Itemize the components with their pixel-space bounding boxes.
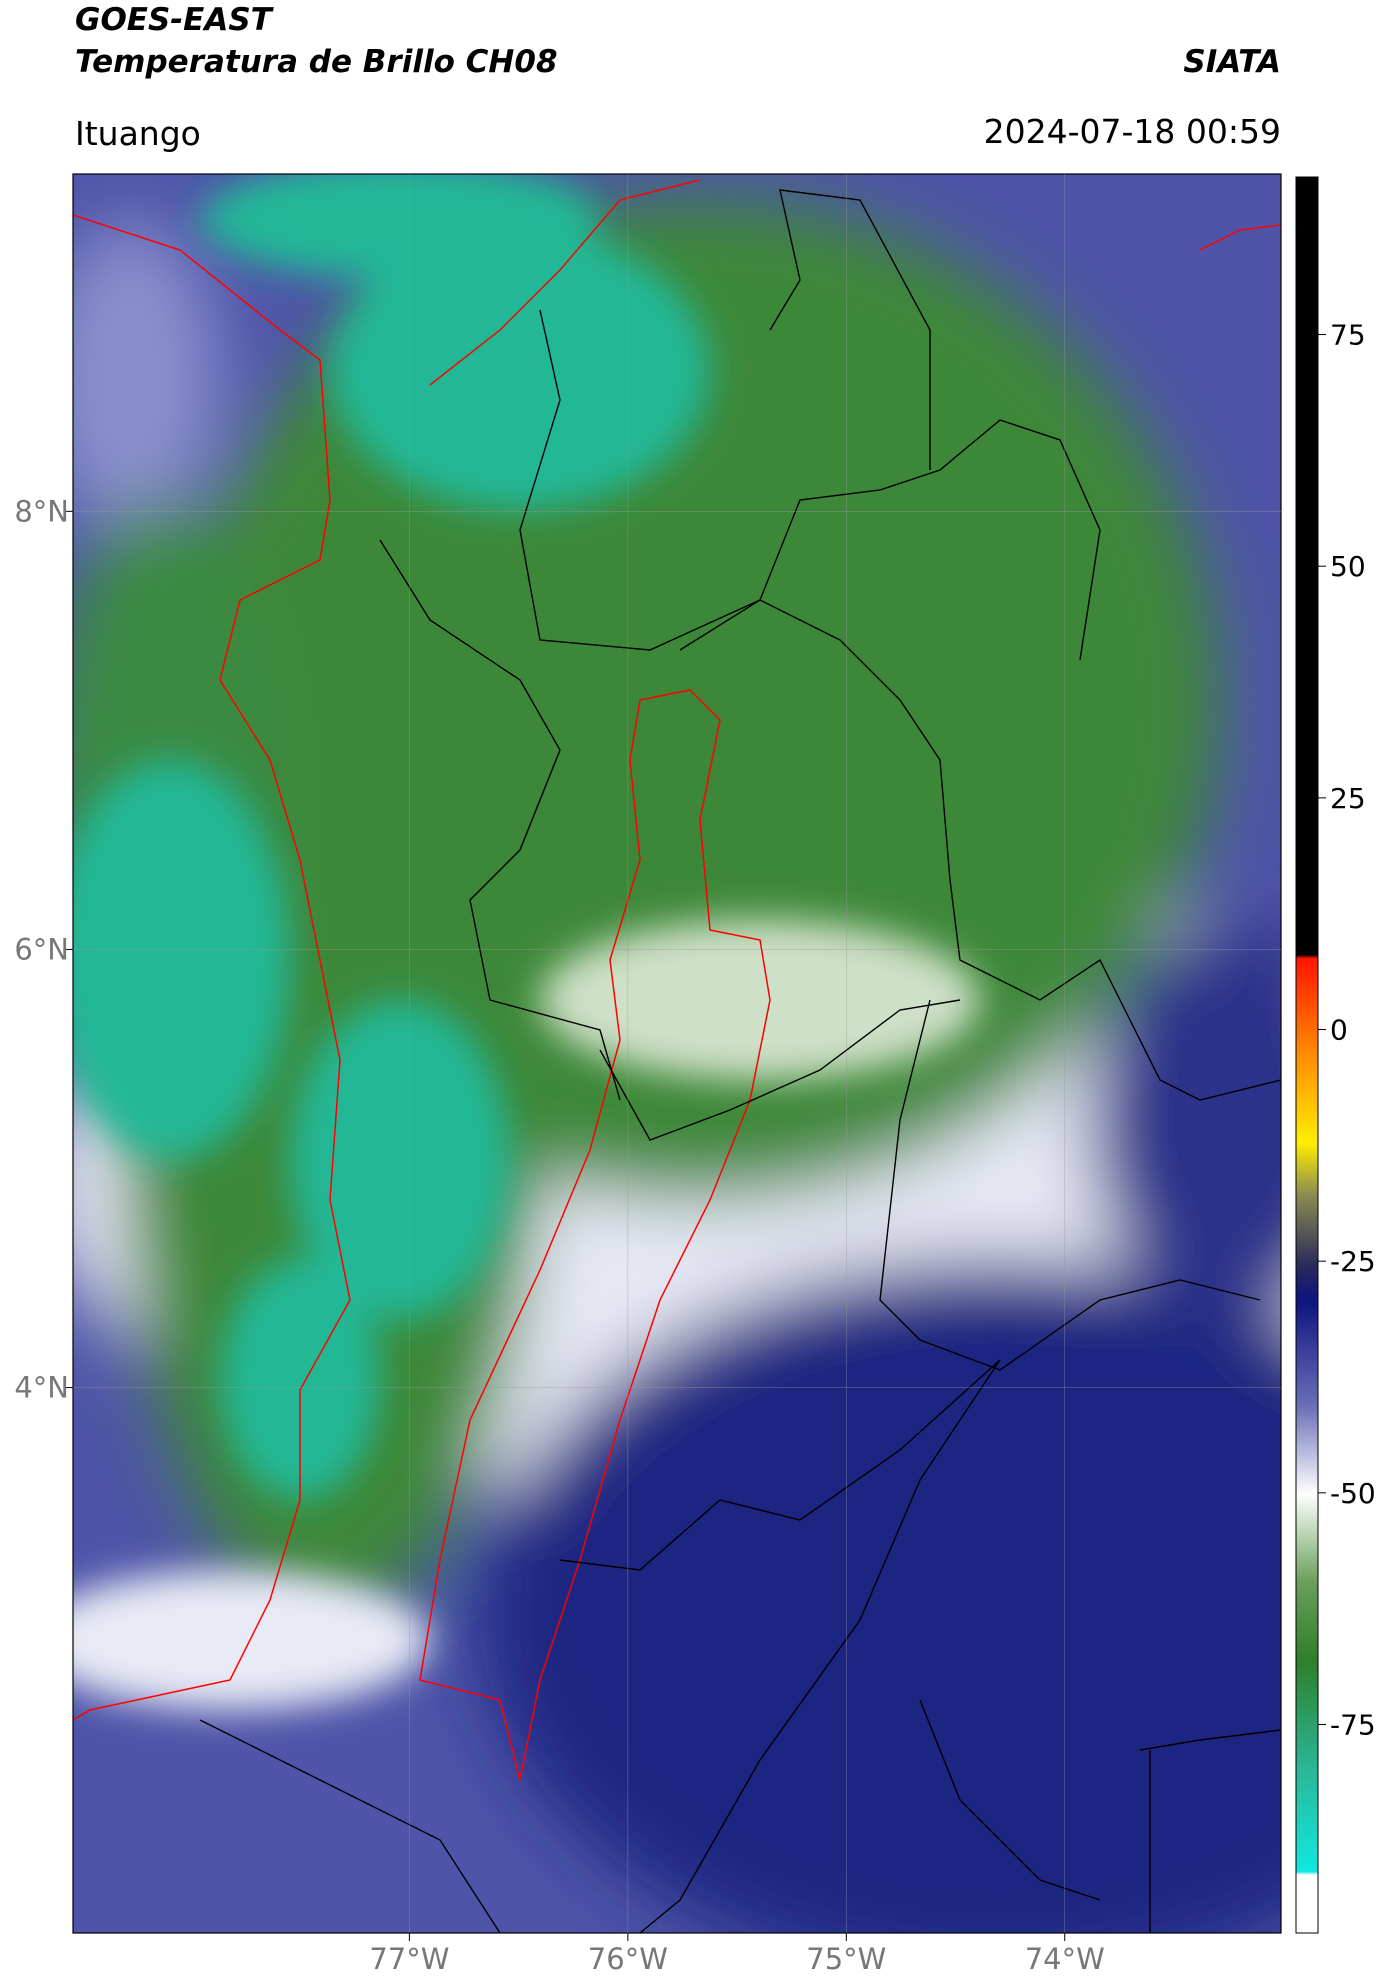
colorbar-tick-label: 0 (1330, 1014, 1348, 1047)
x-tick-label: 77°W (369, 1942, 449, 1976)
y-tick-label: 6°N (14, 932, 69, 966)
x-tick-label: 74°W (1025, 1942, 1105, 1976)
subtitle: Temperatura de Brillo CH08 (75, 44, 558, 80)
colorbar-tick-label: -25 (1330, 1245, 1376, 1278)
colorbar-tick-label: -50 (1330, 1477, 1376, 1510)
colorbar (1295, 176, 1319, 1934)
title: GOES-EAST (75, 2, 272, 38)
x-tick-label: 76°W (588, 1942, 668, 1976)
map-frame (72, 173, 1282, 1934)
brand: SIATA (1183, 44, 1281, 80)
colorbar-tick-label: 25 (1330, 782, 1366, 815)
colorbar-tick-label: 50 (1330, 550, 1366, 583)
satellite-image (73, 174, 1281, 1933)
datetime: 2024-07-18 00:59 (983, 112, 1281, 151)
colorbar-tick-label: 75 (1330, 319, 1366, 352)
y-tick-label: 4°N (14, 1371, 69, 1405)
colorbar-tick-label: -75 (1330, 1709, 1376, 1742)
location: Ituango (75, 114, 201, 153)
y-tick-label: 8°N (14, 494, 69, 528)
x-tick-label: 75°W (806, 1942, 886, 1976)
